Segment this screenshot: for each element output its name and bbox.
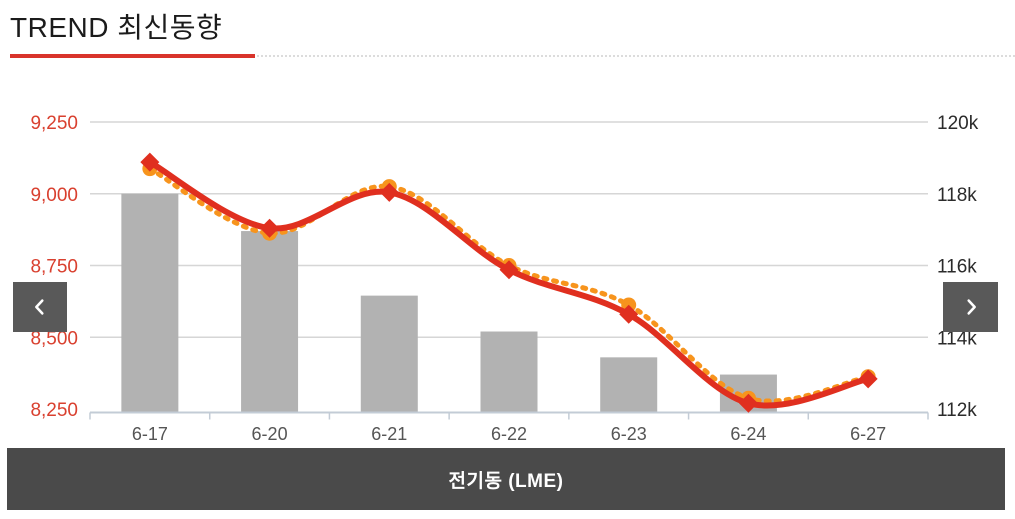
prev-button[interactable] <box>13 282 67 332</box>
series-label-bar[interactable]: 전기동 (LME) <box>7 448 1005 510</box>
marker-red-solid-line-6-27[interactable] <box>858 369 878 389</box>
left-axis-tick-label: 9,000 <box>30 185 78 206</box>
right-axis-tick-label: 120k <box>937 113 979 134</box>
marker-red-solid-line-6-22[interactable] <box>499 260 519 280</box>
left-axis-tick-label: 8,500 <box>30 328 78 349</box>
chevron-right-icon <box>966 299 976 315</box>
trend-combo-chart: 9,250 9,000 8,750 8,500 8,250 120k 118k 116k 114… <box>30 113 979 444</box>
x-axis-tick-label: 6-17 <box>132 424 168 444</box>
marker-red-solid-line-6-24[interactable] <box>738 393 758 413</box>
bar-6-22[interactable] <box>480 331 538 412</box>
title-underline <box>10 54 1015 58</box>
right-axis-tick-label: 114k <box>937 328 977 349</box>
x-axis-tick-label: 6-22 <box>491 424 527 444</box>
x-axis-tick-label: 6-20 <box>252 424 288 444</box>
bar-6-21[interactable] <box>360 295 418 412</box>
title-dotted-rule <box>257 55 1015 57</box>
left-axis-tick-label: 8,250 <box>30 400 78 421</box>
bar-6-17[interactable] <box>121 193 179 412</box>
right-axis-tick-label: 112k <box>937 400 977 421</box>
bar-6-20[interactable] <box>241 231 299 412</box>
right-axis-tick-label: 116k <box>937 257 977 278</box>
marker-red-solid-line-6-20[interactable] <box>260 218 280 238</box>
page-title: TREND 최신동향 <box>10 12 223 43</box>
left-axis-tick-label: 8,750 <box>30 257 78 278</box>
x-axis-tick-label: 6-21 <box>371 424 407 444</box>
marker-red-solid-line-6-21[interactable] <box>379 182 399 202</box>
right-axis-tick-label: 118k <box>937 185 977 206</box>
chevron-left-icon <box>35 299 44 315</box>
next-button[interactable] <box>943 282 998 332</box>
marker-red-solid-line-6-23[interactable] <box>619 304 639 324</box>
x-axis-tick-label: 6-24 <box>730 424 766 444</box>
left-axis-tick-label: 9,250 <box>30 113 78 134</box>
x-axis-tick-label: 6-27 <box>850 424 886 444</box>
title-accent-bar <box>10 54 255 58</box>
x-axis-tick-label: 6-23 <box>611 424 647 444</box>
series-label: 전기동 (LME) <box>448 470 564 492</box>
bar-6-23[interactable] <box>600 357 658 412</box>
marker-red-solid-line-6-17[interactable] <box>140 152 160 172</box>
